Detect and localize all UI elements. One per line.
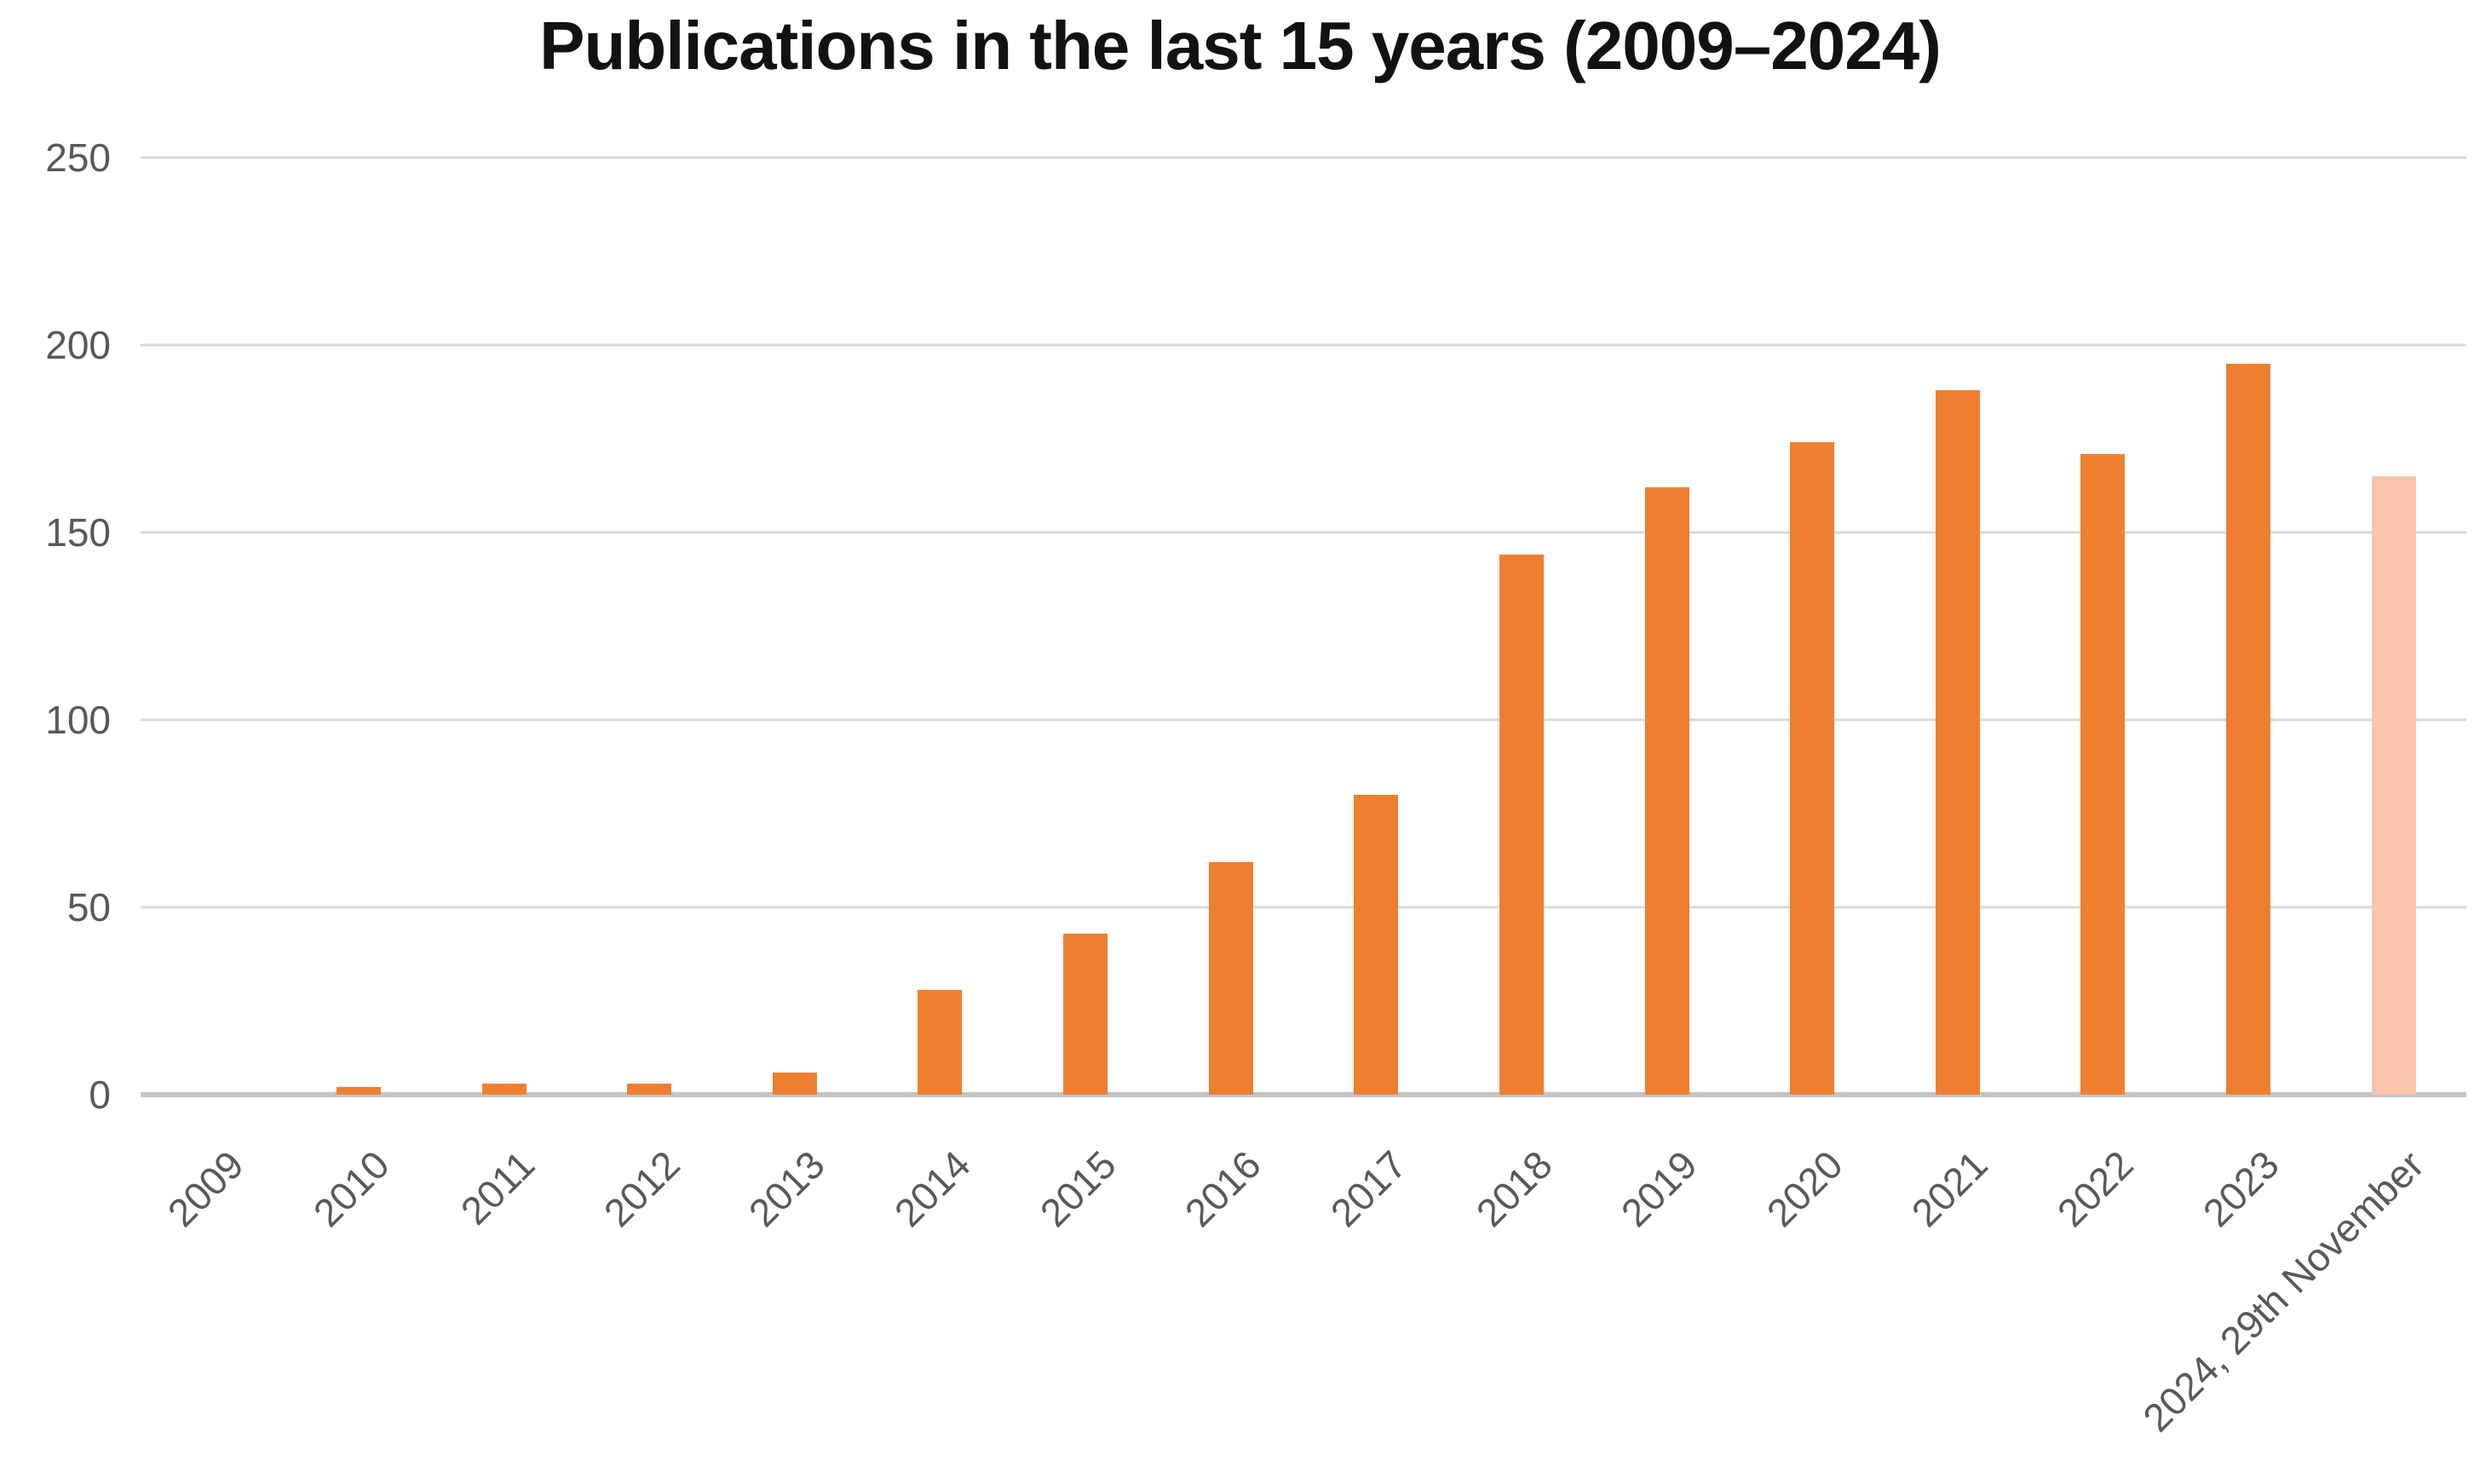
gridline-y-100 bbox=[141, 718, 2466, 722]
gridline-y-200 bbox=[141, 343, 2466, 347]
plot-area bbox=[141, 156, 2466, 1097]
bar-2012 bbox=[627, 1083, 672, 1095]
y-tick-label-0: 0 bbox=[89, 1073, 111, 1117]
bar-2020 bbox=[1790, 442, 1835, 1095]
bar-2024-29th-November bbox=[2371, 476, 2416, 1095]
bar-2022 bbox=[2080, 453, 2126, 1095]
y-tick-label-50: 50 bbox=[66, 885, 111, 929]
gridline-y-250 bbox=[141, 156, 2466, 159]
bar-2023 bbox=[2226, 364, 2271, 1095]
bar-2018 bbox=[1499, 555, 1544, 1095]
bar-2017 bbox=[1354, 795, 1399, 1095]
bar-2011 bbox=[481, 1083, 526, 1095]
bar-2021 bbox=[1935, 389, 1980, 1095]
bar-2013 bbox=[772, 1072, 817, 1095]
y-tick-label-200: 200 bbox=[45, 323, 111, 367]
gridline-y-50 bbox=[141, 906, 2466, 909]
y-tick-label-250: 250 bbox=[45, 135, 111, 180]
bar-2016 bbox=[1208, 862, 1253, 1095]
y-tick-label-150: 150 bbox=[45, 510, 111, 555]
x-axis-baseline bbox=[141, 1092, 2466, 1097]
gridline-y-150 bbox=[141, 531, 2466, 534]
bar-2014 bbox=[918, 989, 963, 1095]
bar-2015 bbox=[1063, 933, 1108, 1095]
bar-2019 bbox=[1644, 487, 1689, 1095]
chart-title: Publications in the last 15 years (2009–… bbox=[539, 8, 1942, 83]
y-tick-label-100: 100 bbox=[45, 698, 111, 742]
bar-2010 bbox=[336, 1087, 381, 1095]
